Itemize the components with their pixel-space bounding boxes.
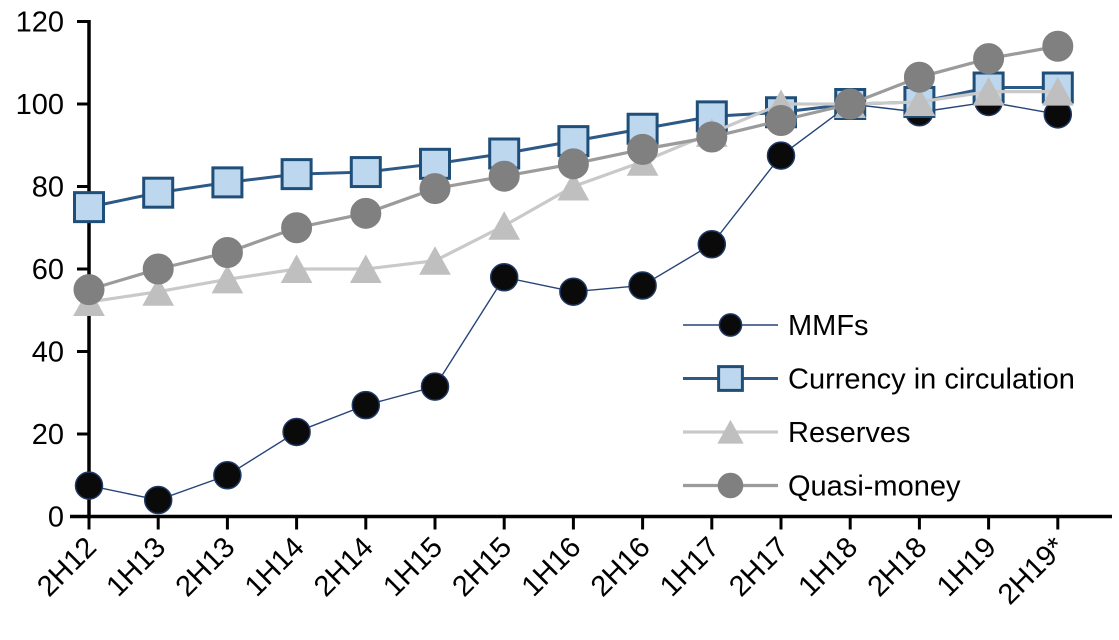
mmfs-marker <box>143 485 173 515</box>
reserves-marker <box>488 211 521 240</box>
x-tick-label: 1H13 <box>100 531 172 603</box>
x-tick-label: 2H15 <box>446 531 518 603</box>
quasi-money-marker <box>903 61 935 93</box>
quasi-money-marker <box>350 197 382 229</box>
y-tick-label: 60 <box>32 254 64 286</box>
legend-label-quasi-money: Quasi-money <box>788 471 961 503</box>
reserves-marker <box>280 254 313 283</box>
reserves-marker <box>211 264 244 294</box>
currency-in-circulation-marker <box>349 156 382 189</box>
x-tick-label: 2H12 <box>31 531 103 603</box>
mmfs-marker <box>559 277 588 306</box>
x-tick-label: 2H14 <box>308 531 380 603</box>
mmfs-marker <box>213 461 242 490</box>
mmfs-marker <box>489 263 519 292</box>
x-tick-label: 1H14 <box>239 531 311 603</box>
currency-in-circulation-marker <box>280 158 313 191</box>
legend-item-currency-in-circulation: Currency in circulation <box>683 364 1075 396</box>
reserves-marker <box>142 277 175 306</box>
y-tick-label: 40 <box>32 337 64 369</box>
x-tick-label: 1H19 <box>931 531 1003 603</box>
x-tick-labels: 2H121H132H131H142H141H152H151H162H161H17… <box>31 516 1072 611</box>
legend-label-currency-in-circulation: Currency in circulation <box>788 364 1075 396</box>
x-tick-label: 2H19* <box>992 531 1072 611</box>
reserves-marker <box>903 87 936 116</box>
mmfs-marker <box>420 372 450 401</box>
reserves-marker <box>717 419 744 444</box>
y-tick-label: 120 <box>16 7 64 39</box>
legend-item-mmfs: MMFs <box>683 310 869 342</box>
quasi-money-marker <box>717 472 744 499</box>
x-tick-label: 2H16 <box>585 531 657 603</box>
reserves-marker <box>972 77 1005 106</box>
y-tick-labels: 0 20 40 60 80 100 120 <box>16 7 89 534</box>
quasi-money-marker <box>834 88 866 120</box>
legend-item-quasi-money: Quasi-money <box>683 471 961 503</box>
mmfs-marker <box>697 230 727 259</box>
mmfs-marker <box>766 141 796 170</box>
mmfs-marker <box>628 271 657 300</box>
legend: MMFs Currency in circulation Reserves Quasi… <box>683 310 1075 503</box>
series-quasi-money <box>73 30 1074 306</box>
quasi-money-marker <box>1042 30 1074 62</box>
x-tick-label: 1H17 <box>654 531 726 603</box>
currency-in-circulation-marker <box>142 176 175 209</box>
reserves-marker <box>419 246 451 275</box>
mmfs-marker <box>351 390 381 420</box>
reserves-marker <box>1041 77 1074 106</box>
x-tick-label: 1H18 <box>792 531 864 603</box>
y-tick-label: 0 <box>48 502 64 534</box>
reserves-marker <box>557 171 590 201</box>
quasi-money-marker <box>627 133 659 165</box>
currency-in-circulation-marker <box>73 191 105 224</box>
quasi-money-marker <box>973 43 1005 75</box>
quasi-money-marker <box>211 237 243 268</box>
reserves-marker <box>349 254 382 283</box>
quasi-money-marker <box>557 148 589 180</box>
x-tick-label: 2H18 <box>862 531 934 603</box>
quasi-money-marker <box>765 105 797 136</box>
x-tick-label: 2H17 <box>723 531 795 603</box>
x-tick-label: 1H16 <box>516 531 588 603</box>
y-tick-label: 20 <box>32 419 64 451</box>
mmfs-marker <box>282 417 311 447</box>
x-tick-label: 1H15 <box>377 531 449 603</box>
y-tick-label: 100 <box>16 89 64 121</box>
quasi-money-marker <box>142 253 174 285</box>
mmfs-marker <box>74 471 104 500</box>
y-tick-label: 80 <box>32 172 64 204</box>
x-tick-label: 2H13 <box>170 531 242 603</box>
legend-label-reserves: Reserves <box>788 417 911 449</box>
legend-item-reserves: Reserves <box>683 417 911 449</box>
quasi-money-marker <box>281 212 313 244</box>
quasi-money-marker <box>73 274 105 306</box>
currency-in-circulation-marker <box>717 365 744 392</box>
quasi-money-marker <box>488 160 520 192</box>
currency-in-circulation-marker <box>211 166 244 199</box>
legend-label-mmfs: MMFs <box>788 310 869 342</box>
quasi-money-marker <box>696 121 728 153</box>
mmfs-marker <box>718 313 743 337</box>
quasi-money-marker <box>419 173 451 205</box>
